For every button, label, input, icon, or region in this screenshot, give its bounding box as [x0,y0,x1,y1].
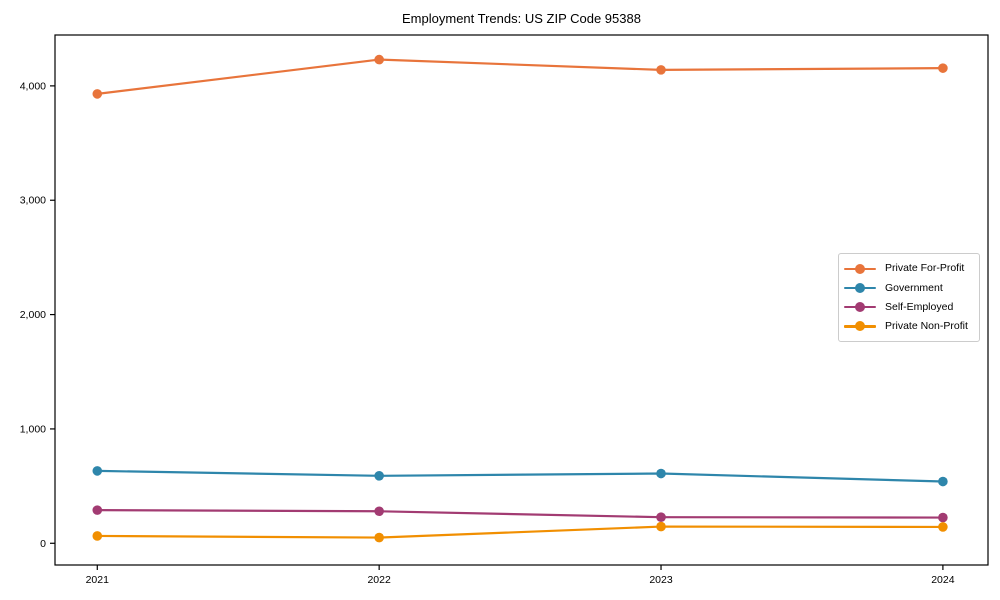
series-line-private-non-profit [96,525,945,539]
data-point-private-for-profit [938,63,948,73]
x-tick-label: 2021 [86,574,110,586]
y-tick-label: 0 [40,538,46,550]
legend-marker-icon [844,321,876,332]
chart-legend: Private For-Profit Government Self-Emplo… [838,253,980,342]
y-tick-label: 1,000 [20,423,46,435]
legend-label: Private Non-Profit [885,320,968,333]
legend-label: Government [885,281,943,294]
data-point-private-non-profit [92,531,103,541]
data-point-self-employed [92,505,103,515]
legend-item-private-non-profit: Private Non-Profit [844,317,972,336]
data-point-private-non-profit [374,532,384,543]
data-point-self-employed [374,506,384,517]
y-tick-label: 4,000 [20,80,46,92]
data-point-private-for-profit [656,65,666,75]
series-line-self-employed [96,509,945,519]
legend-item-self-employed: Self-Employed [844,298,972,317]
plot-border [54,34,989,566]
legend-marker-icon [844,263,876,274]
data-point-government [938,476,948,487]
data-point-private-for-profit [92,89,103,99]
data-point-private-non-profit [938,522,948,532]
x-tick-label: 2023 [649,574,673,586]
x-tick-label: 2022 [367,574,391,586]
y-tick-label: 3,000 [20,195,46,207]
legend-item-private-for-profit: Private For-Profit [844,259,972,278]
series-line-private-for-profit [96,58,945,95]
data-point-government [656,468,666,479]
legend-marker-icon [844,302,876,313]
legend-label: Private For-Profit [885,262,965,275]
series-line-government [96,469,945,483]
legend-item-government: Government [844,278,972,297]
data-point-self-employed [938,512,948,523]
data-point-government [92,466,103,476]
data-point-private-for-profit [374,54,384,65]
data-point-self-employed [656,512,666,523]
data-point-government [374,471,384,481]
chart-title: Employment Trends: US ZIP Code 95388 [402,11,641,26]
data-point-private-non-profit [656,521,666,532]
y-tick-label: 2,000 [20,309,46,321]
legend-marker-icon [844,282,876,293]
legend-label: Self-Employed [885,300,954,313]
x-tick-label: 2024 [931,574,955,586]
